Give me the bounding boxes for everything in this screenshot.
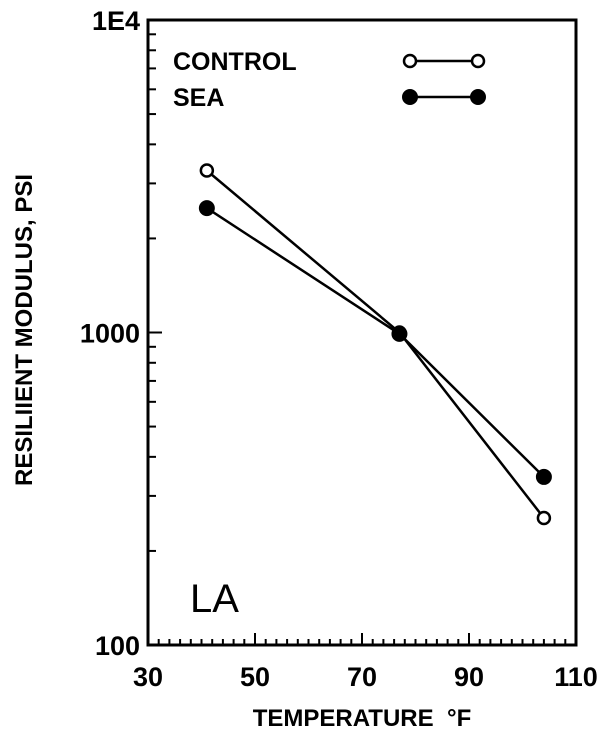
chart-annotation-label: LA [190,577,239,621]
plot-frame [146,18,578,647]
x-tick-label: 30 [133,662,163,692]
x-axis-title: TEMPERATURE °F [253,705,471,732]
data-point [198,200,215,217]
legend: CONTROL SEA [173,48,486,112]
legend-marker [402,89,418,105]
legend-marker [402,53,418,69]
legend-label: SEA [173,84,224,112]
y-tick-label: 100 [95,631,140,661]
y-axis-ticks: 100 1000 1E4 [80,6,162,661]
legend-label: CONTROL [173,48,297,76]
y-tick-label: 1E4 [92,6,140,36]
y-axis-title: RESILIIENT MODULUS, PSI [11,174,38,486]
data-point [199,163,215,178]
series-line [205,169,545,519]
x-tick-label: 50 [240,662,270,692]
x-tick-label: 70 [347,662,377,692]
data-point [391,325,408,342]
x-tick-label: 90 [454,662,484,692]
legend-marker [470,89,486,105]
data-point [535,468,552,485]
series-layer [198,163,552,526]
series-line [206,207,545,478]
series-control [199,163,552,526]
series-sea [198,200,552,485]
plot-frame-border [146,18,578,647]
data-point [536,510,552,526]
legend-marker [470,53,486,69]
y-tick-label: 1000 [80,319,140,349]
x-tick-label: 110 [554,662,598,692]
x-axis-ticks: 30 50 70 90 110 [133,633,598,692]
